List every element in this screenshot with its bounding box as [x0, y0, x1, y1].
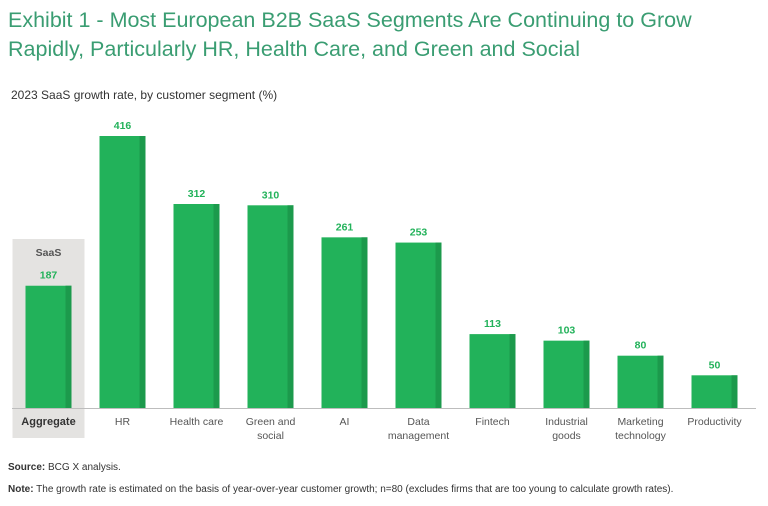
bar — [691, 375, 738, 408]
highlight-header: SaaS — [36, 247, 62, 259]
bar-shade — [731, 375, 738, 408]
note-label: Note: — [8, 484, 34, 495]
category-label: Health care — [170, 416, 224, 428]
source-label: Source: — [8, 462, 46, 473]
bar-shade — [287, 205, 294, 408]
source-text: BCG X analysis. — [48, 462, 121, 473]
category-label: Industrial — [545, 416, 588, 428]
category-label: Green and — [246, 416, 296, 428]
category-label: goods — [552, 430, 581, 442]
category-label: management — [388, 430, 449, 442]
category-label: Productivity — [687, 416, 742, 428]
category-label: technology — [615, 430, 667, 442]
data-label: 416 — [114, 120, 132, 132]
data-label: 253 — [410, 227, 428, 239]
source-line: Source: BCG X analysis. — [8, 462, 121, 473]
bar-shade — [361, 237, 368, 408]
note-line: Note: The growth rate is estimated on th… — [8, 484, 673, 495]
data-label: 103 — [558, 325, 576, 337]
data-label: 261 — [336, 221, 354, 233]
category-label: Aggregate — [21, 416, 75, 428]
bar — [99, 136, 146, 408]
category-label: social — [257, 430, 284, 442]
data-label: 80 — [635, 340, 647, 352]
data-label: 50 — [709, 359, 721, 371]
data-label: 113 — [484, 318, 501, 330]
note-text: The growth rate is estimated on the basi… — [36, 484, 674, 495]
bar-shade — [213, 204, 220, 408]
data-label: 312 — [188, 188, 206, 200]
bar-shade — [583, 340, 590, 408]
chart-subtitle: 2023 SaaS growth rate, by customer segme… — [11, 88, 278, 102]
bar — [617, 355, 664, 408]
data-label: 187 — [40, 270, 58, 282]
bar — [247, 205, 294, 408]
bar-shade — [509, 334, 516, 408]
category-label: Data — [407, 416, 429, 428]
category-label: HR — [115, 416, 131, 428]
bar-shade — [139, 136, 146, 408]
bar-shade — [65, 285, 72, 408]
bar — [395, 242, 442, 408]
data-label: 310 — [262, 189, 280, 201]
category-label: AI — [340, 416, 350, 428]
chart-title: Exhibit 1 - Most European B2B SaaS Segme… — [8, 8, 692, 61]
category-label: Marketing — [617, 416, 663, 428]
category-label: Fintech — [475, 416, 510, 428]
bar — [173, 204, 220, 408]
bar — [543, 340, 590, 408]
bar — [469, 334, 516, 408]
bar — [25, 285, 72, 408]
bar-shade — [657, 355, 664, 408]
bar-shade — [435, 242, 442, 408]
bar — [321, 237, 368, 408]
